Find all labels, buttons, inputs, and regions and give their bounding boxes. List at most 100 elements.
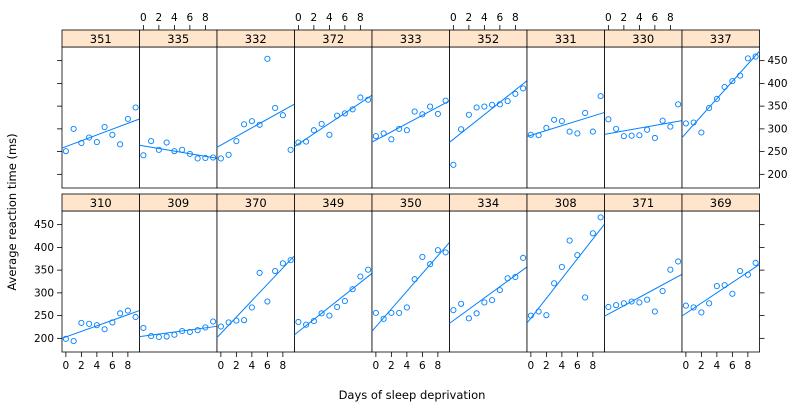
data-point — [582, 294, 589, 301]
strip-label: 352 — [477, 32, 499, 46]
y-tick-label: 400 — [768, 78, 788, 90]
strip-label: 349 — [322, 196, 344, 210]
data-point — [380, 315, 387, 322]
data-point — [752, 259, 759, 266]
panel-frame — [681, 210, 760, 353]
y-axis-title: Average reaction time (ms) — [5, 133, 19, 290]
data-point — [140, 152, 147, 159]
data-point — [628, 132, 635, 139]
data-point — [582, 109, 589, 117]
x-tick-label: 4 — [714, 360, 721, 372]
data-point — [225, 151, 232, 158]
panels-layer: 351 335 332 372 333 352 331 330 337 310 309 370 349 3… — [61, 29, 760, 353]
data-point — [148, 138, 155, 145]
data-point — [597, 93, 604, 100]
data-point — [551, 280, 558, 287]
data-point — [675, 101, 682, 108]
data-point — [124, 115, 131, 122]
data-point — [698, 129, 705, 136]
data-point — [636, 299, 643, 306]
data-point — [349, 286, 356, 293]
x-tick-label: 6 — [497, 12, 504, 24]
data-point — [620, 300, 627, 307]
data-point — [256, 269, 263, 276]
y-tick-label: 350 — [34, 265, 54, 277]
panel-frame — [604, 46, 683, 189]
data-point — [613, 125, 620, 132]
data-point — [411, 276, 418, 283]
fit-line — [216, 103, 295, 148]
data-point — [86, 134, 93, 141]
data-point — [713, 95, 720, 102]
data-point — [543, 124, 550, 132]
data-point — [566, 237, 573, 244]
data-point — [574, 130, 581, 137]
data-point — [93, 139, 100, 146]
panel-351: 351 — [61, 29, 140, 189]
data-point — [427, 261, 434, 268]
data-point — [186, 328, 193, 336]
strip-369 — [681, 193, 760, 212]
data-point — [334, 303, 341, 311]
strip-label: 372 — [322, 32, 344, 46]
data-point — [442, 97, 449, 104]
data-point — [272, 267, 279, 275]
fit-line — [604, 120, 683, 135]
data-point — [303, 321, 310, 328]
x-tick-label: 0 — [63, 360, 70, 372]
x-tick-label: 6 — [187, 12, 194, 24]
data-point — [512, 90, 519, 97]
x-tick-label: 6 — [652, 12, 659, 24]
strip-label: 331 — [555, 32, 577, 46]
y-tick-label: 250 — [34, 310, 54, 322]
data-point — [535, 132, 542, 139]
data-point — [411, 108, 418, 115]
data-point — [341, 298, 348, 305]
data-point — [419, 253, 426, 260]
data-point — [713, 282, 720, 290]
data-point — [372, 133, 379, 140]
data-point — [109, 319, 116, 326]
x-tick-label: 6 — [574, 360, 581, 372]
data-point — [349, 106, 356, 113]
data-point — [210, 154, 217, 161]
y-tick-label: 450 — [34, 219, 54, 231]
x-tick-label: 4 — [326, 12, 333, 24]
data-point — [442, 249, 449, 256]
fit-line — [216, 255, 295, 338]
x-tick-label: 4 — [404, 360, 411, 372]
strip-337 — [681, 29, 760, 48]
x-tick-label: 2 — [388, 360, 395, 372]
data-point — [496, 287, 503, 294]
panel-369: 369 — [681, 193, 760, 353]
data-point — [279, 112, 286, 119]
data-point — [117, 141, 124, 148]
data-point — [86, 320, 93, 327]
data-point — [217, 155, 224, 162]
data-point — [365, 96, 372, 103]
data-point — [396, 125, 403, 132]
y-tick-label: 300 — [768, 123, 788, 135]
panel-310: 310 — [61, 193, 140, 353]
data-point — [659, 288, 666, 295]
fit-line — [294, 272, 373, 336]
data-point — [101, 124, 108, 131]
x-tick-label: 0 — [373, 360, 380, 372]
data-point — [527, 312, 534, 319]
data-point — [140, 324, 147, 331]
data-point — [365, 266, 372, 273]
panel-335: 335 — [139, 29, 218, 189]
panel-frame — [449, 46, 528, 189]
x-tick-label: 0 — [528, 360, 535, 372]
data-point — [682, 302, 689, 309]
panel-frame — [681, 46, 760, 189]
data-point — [171, 148, 178, 155]
data-point — [310, 127, 317, 134]
x-tick-label: 8 — [435, 360, 442, 372]
data-point — [62, 335, 69, 342]
x-tick-label: 8 — [357, 12, 364, 24]
x-tick-label: 4 — [481, 12, 488, 24]
data-point — [403, 304, 410, 311]
panel-frame — [526, 46, 605, 189]
